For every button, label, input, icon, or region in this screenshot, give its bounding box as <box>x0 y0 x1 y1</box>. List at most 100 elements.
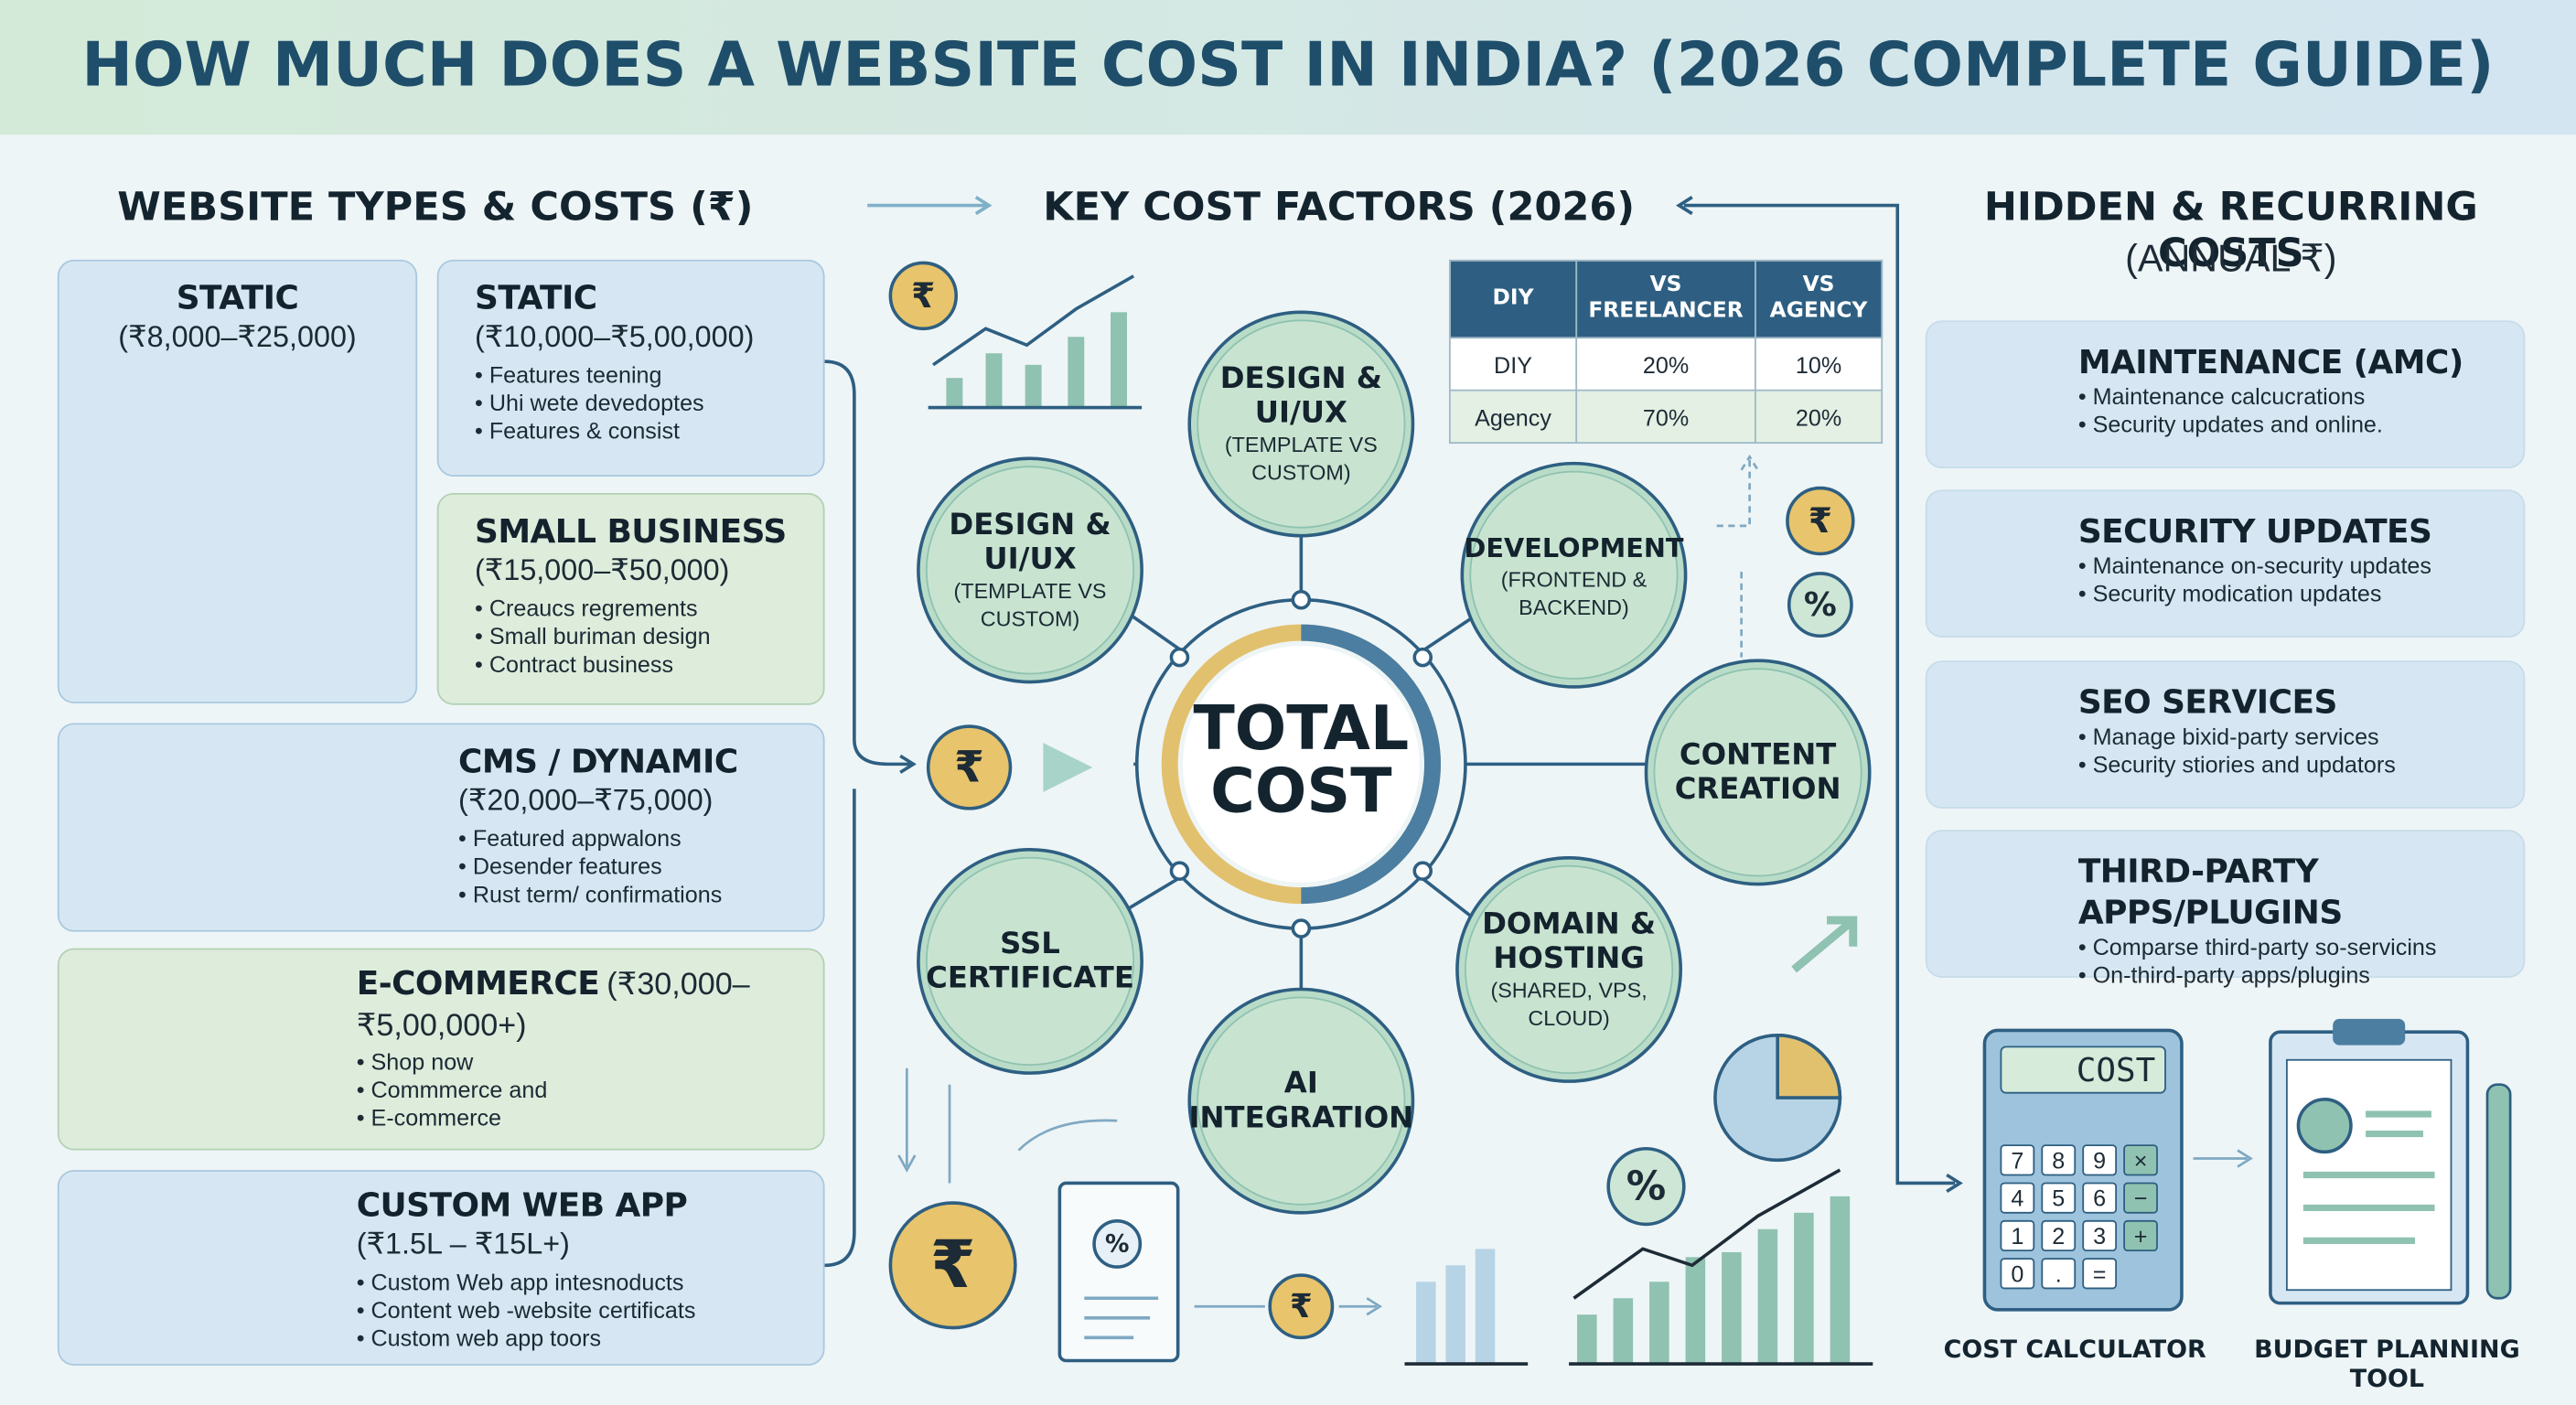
website-type-card: CMS / DYNAMIC(₹20,000–₹75,000) Featured a… <box>57 723 825 932</box>
card-bullet: Security updates and online. <box>2078 411 2518 439</box>
card-bullet: Shop now <box>357 1048 784 1077</box>
clipboard <box>2269 1018 2512 1305</box>
hidden-cost-card: THIRD-PARTY APPS/PLUGINSComparse third-p… <box>1925 830 2526 988</box>
factor-sublabel: (FRONTEND & BACKEND) <box>1500 565 1648 619</box>
card-price: (₹15,000–₹50,000) <box>475 553 730 587</box>
card-title: STATIC <box>475 277 597 317</box>
card-title: MAINTENANCE (AMC) <box>2077 341 2463 381</box>
card-text: MAINTENANCE (AMC)Maintenance calcucratio… <box>2078 342 2518 439</box>
website-type-card: CUSTOM WEB APP(₹1.5L – ₹15L+) Custom Web … <box>57 1170 825 1366</box>
factor-node-text: DESIGN & UI/UX (TEMPLATE VS CUSTOM) <box>928 468 1132 672</box>
factor-label: CONTENT CREATION <box>1674 737 1841 808</box>
calculator-key-label: 7 <box>2011 1148 2023 1174</box>
section-subheading: (ANNUAL ₹) <box>2125 236 2337 280</box>
card-title: SECURITY UPDATES <box>2077 510 2432 551</box>
card-text: CMS / DYNAMIC(₹20,000–₹75,000) Featured a… <box>458 741 811 908</box>
card-title: SEO SERVICES <box>2077 681 2338 722</box>
arrow <box>867 196 993 216</box>
card-title: CMS / DYNAMIC <box>458 741 738 781</box>
table-header: VS AGENCY <box>1755 259 1884 339</box>
factor-node-inner <box>1197 319 1406 529</box>
card-bullet: Desender features <box>458 853 811 881</box>
coin-icon <box>888 261 959 331</box>
section-heading: HIDDEN & RECURRING COSTS <box>1983 184 2478 276</box>
factor-label: SSL CERTIFICATE <box>926 927 1134 996</box>
card-price: (₹8,000–₹25,000) <box>118 320 357 354</box>
calculator-key-label: − <box>2134 1186 2148 1212</box>
calculator-key-label: 1 <box>2011 1224 2023 1249</box>
tool-label: BUDGET PLANNING TOOL <box>2254 1334 2520 1394</box>
card-bullet: Custom Web app intesnoducts <box>357 1269 784 1297</box>
icon-symbol: ₹ <box>911 275 935 316</box>
card-price: (₹20,000–₹75,000) <box>458 783 714 817</box>
card-text: CUSTOM WEB APP(₹1.5L – ₹15L+) Custom Web … <box>357 1185 784 1352</box>
table-cell: Agency <box>1448 389 1578 445</box>
calculator-key <box>2000 1219 2035 1252</box>
calculator-key-label: = <box>2093 1261 2107 1287</box>
factor-label: DESIGN & UI/UX <box>949 508 1111 577</box>
card-price: (₹1.5L – ₹15L+) <box>356 1227 570 1260</box>
calculator-key <box>2000 1258 2035 1290</box>
card-text: STATIC (₹8,000–₹25,000) <box>59 278 416 362</box>
calculator-key <box>2041 1182 2077 1214</box>
card-bullet: Small buriman design <box>475 623 820 651</box>
card-bullet: E-commerce <box>357 1104 784 1132</box>
tool-label: COST CALCULATOR <box>1943 1334 2206 1365</box>
card-bullet: Contract business <box>475 650 820 679</box>
card-text: SMALL BUSINESS(₹15,000–₹50,000) Creaucs r… <box>475 511 820 679</box>
card-text: SEO SERVICESManage bixid-party servicesS… <box>2078 682 2518 779</box>
factor-node-inner <box>1197 996 1406 1206</box>
calculator-key-label: 3 <box>2093 1224 2106 1249</box>
card-bullet: Content web -website certificats <box>357 1296 784 1325</box>
card-bullet: Custom web app toors <box>357 1325 784 1353</box>
factor-node-text: DOMAIN & HOSTING (SHARED, VPS, CLOUD) <box>1467 868 1671 1072</box>
section-heading: KEY COST FACTORS (2026) <box>1043 184 1636 231</box>
calculator-key-label: 9 <box>2093 1148 2106 1174</box>
coin-icon <box>1092 1219 1143 1269</box>
icon-symbol: ₹ <box>954 743 984 793</box>
connector <box>1676 196 1963 1193</box>
coin-icon <box>926 724 1013 810</box>
coin-icon <box>1786 486 1855 556</box>
factor-sublabel: (SHARED, VPS, CLOUD) <box>1490 977 1648 1031</box>
section-heading: WEBSITE TYPES & COSTS (₹) <box>117 184 754 231</box>
card-bullet: Maintenance calcucrations <box>2078 383 2518 412</box>
card-bullet: Manage bixid-party services <box>2078 723 2518 751</box>
arrow <box>1043 743 1093 792</box>
bar-chart <box>897 454 2253 1366</box>
calculator-display <box>2000 1046 2166 1094</box>
hub <box>1108 502 1647 1006</box>
coin-icon <box>1606 1146 1686 1227</box>
hidden-cost-card: MAINTENANCE (AMC)Maintenance calcucratio… <box>1925 320 2526 469</box>
calculator-key-label: 5 <box>2052 1186 2065 1212</box>
factor-label: AI INTEGRATION <box>1188 1066 1414 1136</box>
calculator-key <box>2123 1182 2158 1214</box>
connector <box>824 359 917 1268</box>
calculator-display-text: COST <box>2077 1052 2155 1089</box>
table-header: DIY <box>1448 259 1578 339</box>
card-bullet: Security modication updates <box>2078 580 2518 608</box>
factor-label: DEVELOPMENT <box>1464 531 1684 563</box>
card-title: SMALL BUSINESS <box>475 510 787 551</box>
calculator-key-label: . <box>2055 1261 2062 1287</box>
hidden-cost-card: SECURITY UPDATESMaintenance on-security … <box>1925 489 2526 638</box>
calculator-key-label: 6 <box>2093 1186 2106 1212</box>
factor-node-text: AI INTEGRATION <box>1188 999 1413 1203</box>
calculator-key <box>2123 1144 2158 1176</box>
card-bullet: Features teening <box>475 361 820 390</box>
website-type-card: E-COMMERCE (₹30,000–₹5,00,000+)Shop nowC… <box>57 948 825 1151</box>
card-title: E-COMMERCE <box>356 962 600 1003</box>
calculator-key <box>2041 1219 2077 1252</box>
table-header: VS FREELANCER <box>1575 259 1756 339</box>
website-type-card: STATIC (₹8,000–₹25,000) <box>57 259 418 703</box>
factor-node-text: DESIGN & UI/UX (TEMPLATE VS CUSTOM) <box>1199 322 1403 526</box>
card-text: E-COMMERCE (₹30,000–₹5,00,000+)Shop nowC… <box>357 963 784 1132</box>
calculator-key <box>2000 1182 2035 1214</box>
icon-symbol: % <box>1105 1230 1129 1259</box>
calculator-key <box>2082 1144 2118 1176</box>
icon-symbol: % <box>1804 586 1837 624</box>
coin-icon <box>888 1201 1017 1330</box>
card-heading: E-COMMERCE (₹30,000–₹5,00,000+) <box>357 963 784 1048</box>
